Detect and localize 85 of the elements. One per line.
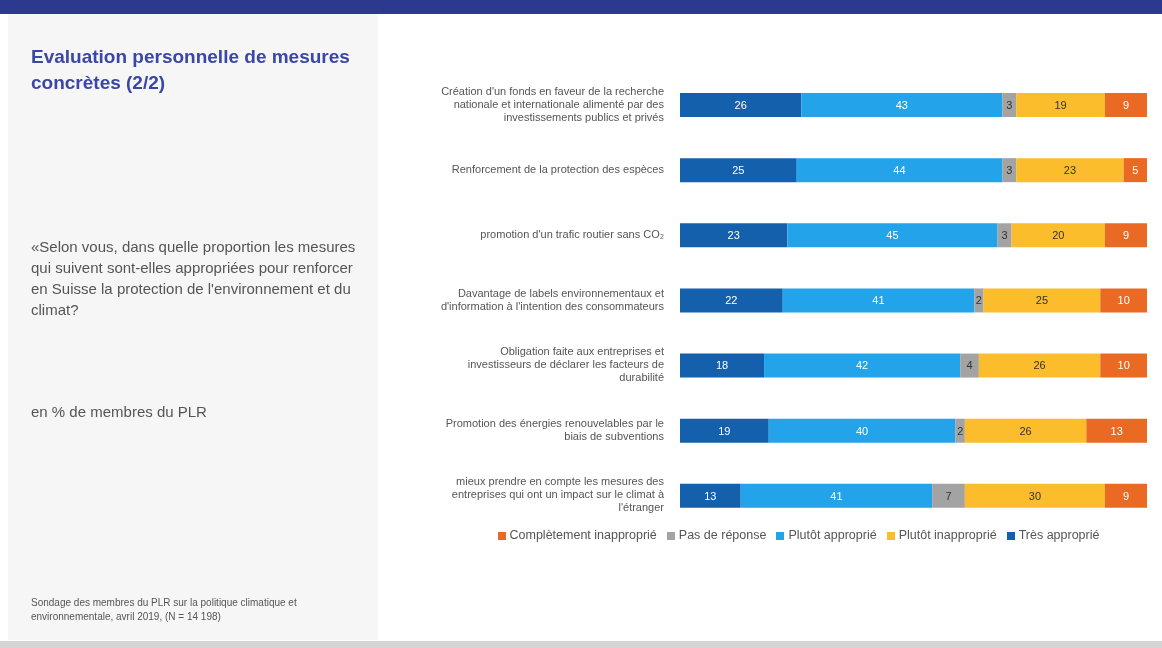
text: «Selon vous, dans quelle proportion les mesures qui suivent sont-elles appropriées pour renforcer en Suisse la protection de l'environnement et du climat? [31,237,357,320]
legend-label: Très approprié [1018,528,1100,542]
data-label: 3 [1006,98,1013,111]
bar [1104,223,1147,248]
data-label: 26 [1019,424,1032,437]
y-tick-label: Renforcement de la protection des espèces [451,162,665,175]
text: Sondage des membres du PLR sur la politique climatique et environnementale, avril 2019, (N = 14 198) [31,596,298,624]
bar [1016,158,1124,183]
bar [801,93,1003,117]
bar [1002,93,1017,117]
data-label: 40 [856,424,869,437]
bar [782,288,975,313]
data-label: 10 [1117,359,1130,372]
data-label: 22 [725,294,738,307]
data-label: 9 [1122,229,1130,242]
bar [974,288,984,313]
data-label: 44 [893,164,906,177]
data-label: 20 [1052,229,1065,242]
data-label: 4 [966,359,973,372]
data-label: 43 [895,98,908,111]
y-tick-label: mieux prendre en compte les mesures des entreprises qui ont un impact sur le climat à l'étranger [451,475,665,514]
data-label: 9 [1122,489,1130,502]
bar [983,288,1101,313]
data-label: 41 [872,294,885,307]
y-tick-label: Obligation faite aux entreprises et investisseurs de déclarer les facteurs de durabilité [467,345,664,384]
data-label: 9 [1122,98,1130,111]
data-label: 10 [1117,294,1130,307]
bar [1104,483,1147,508]
bar [1016,93,1105,117]
bar [1011,223,1105,248]
y-tick-label: promotion d'un trafic routier sans CO₂ [480,227,664,240]
bar [1002,158,1017,183]
y-tick-label: Promotion des énergies renouvelables par le biais de subventions [445,416,665,442]
data-label: 26 [734,98,747,111]
data-label: 2 [975,294,982,307]
data-label: 3 [1006,164,1013,177]
data-label: 19 [718,424,731,437]
bar [1100,288,1147,313]
bar [1123,158,1147,183]
data-label: 5 [1132,164,1139,177]
bar [932,483,965,508]
bar [796,158,1003,183]
bar [1100,353,1147,378]
bar [964,483,1105,508]
bar [1086,418,1147,443]
data-label: 45 [886,229,899,242]
bar [680,288,783,313]
bar [997,223,1012,248]
bar [680,353,765,378]
data-label: 25 [1035,294,1049,307]
bar [787,223,998,248]
data-label: 26 [1033,359,1046,372]
y-tick-label: Création d'un fonds en faveur de la recherche nationale et internationale alimenté par des investissements publics et privés [441,84,665,123]
data-label: 25 [732,164,745,177]
y-tick-label: Davantage de labels environnementaux et d'information à l'intention des consommateurs [440,286,665,312]
bar [740,483,933,508]
legend-label: Plutôt approprié [788,528,877,542]
data-label: 3 [1001,229,1008,242]
bar [964,418,1087,443]
legend-label: Pas de réponse [678,528,767,542]
text: Evaluation personnelle de mesures concrètes (2/2) [31,45,351,95]
data-label: 23 [1063,164,1077,177]
bar [680,93,802,117]
data-label: 42 [856,359,869,372]
bar [680,223,788,248]
bar [960,353,979,378]
data-label: 13 [704,489,717,502]
data-label: 23 [727,229,740,242]
data-label: 30 [1028,489,1042,502]
bar [1104,93,1147,117]
bar [680,418,769,443]
data-label: 7 [945,489,952,502]
data-label: 41 [830,489,843,502]
legend-label: Complètement inapproprié [509,528,657,542]
data-label: 18 [715,359,729,372]
bar [768,418,956,443]
text: en % de membres du PLR [31,403,208,420]
bar [764,353,961,378]
data-label: 2 [957,424,964,437]
legend-label: Plutôt inapproprié [898,528,997,542]
data-label: 19 [1054,98,1067,111]
bar [978,353,1101,378]
bar [680,158,797,183]
bar [680,483,741,508]
data-label: 13 [1110,424,1123,437]
